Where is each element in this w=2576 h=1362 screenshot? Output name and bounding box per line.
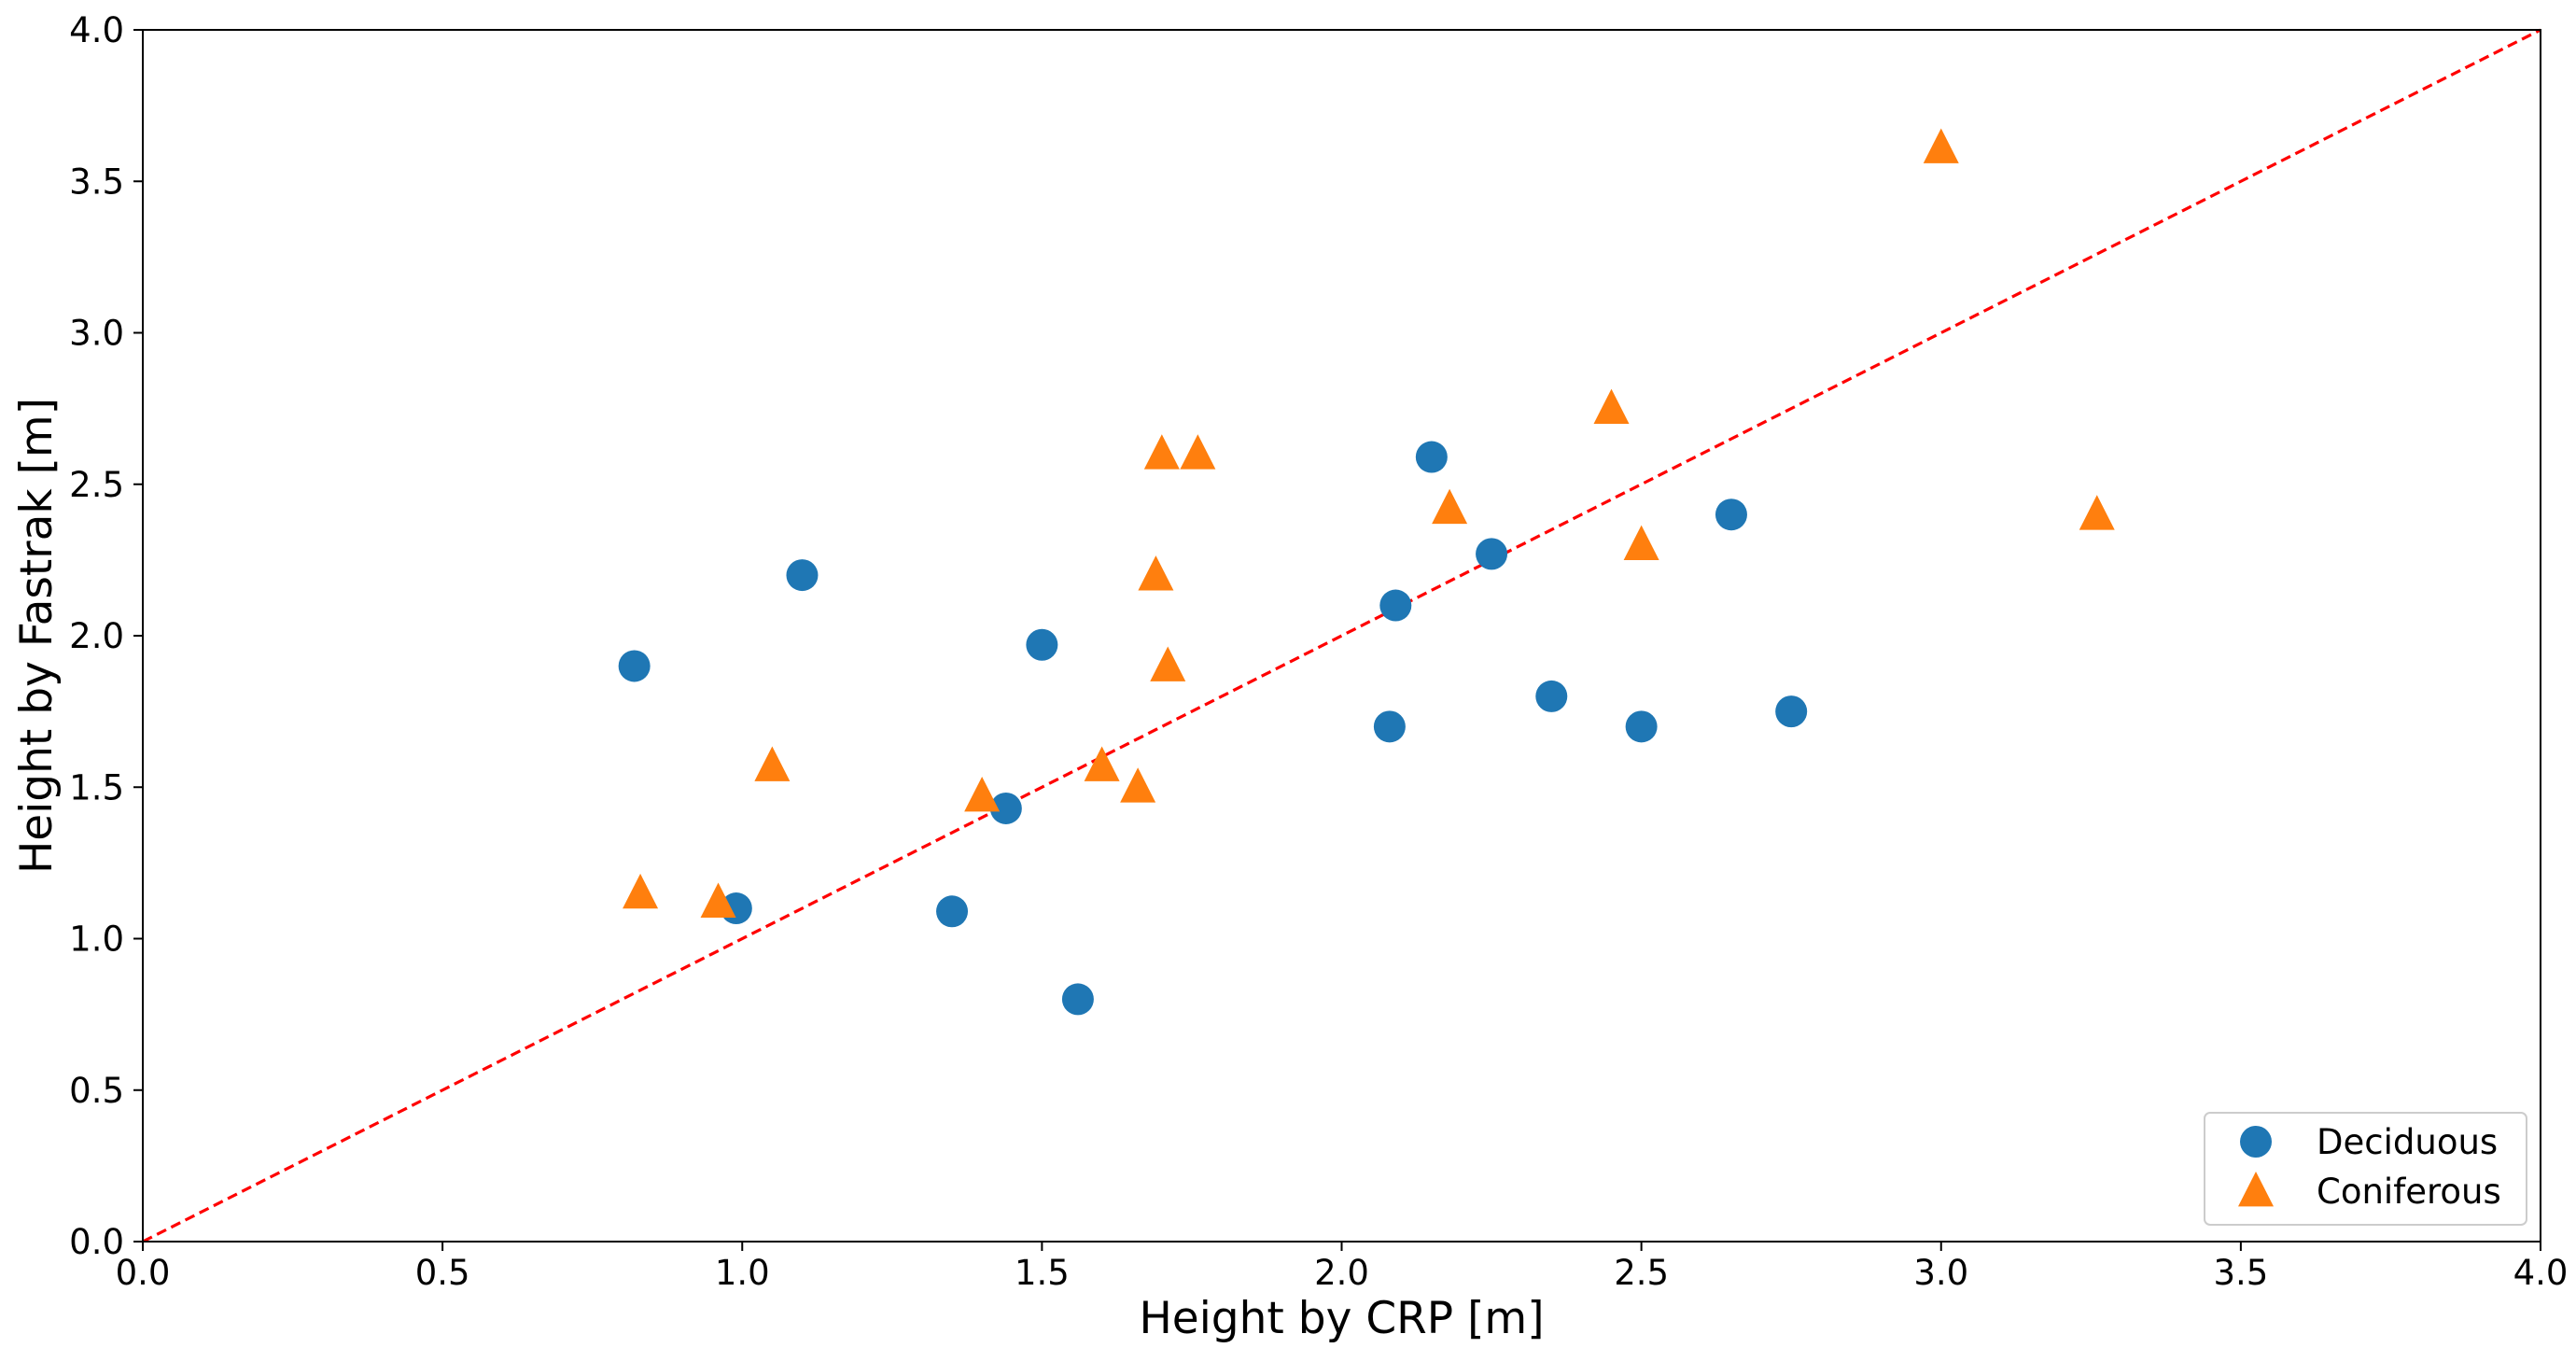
legend-marker-deciduous	[2240, 1126, 2272, 1158]
x-tick-label: 3.5	[2213, 1253, 2268, 1293]
coniferous-point	[754, 746, 791, 781]
deciduous-point	[1476, 538, 1508, 570]
x-tick-label: 0.5	[415, 1253, 470, 1293]
deciduous-point	[1061, 983, 1094, 1016]
coniferous-point	[1593, 388, 1630, 425]
coniferous-point	[1623, 525, 1659, 561]
y-tick-label: 0.5	[69, 1071, 124, 1111]
reference-line	[142, 28, 2541, 1243]
deciduous-point	[786, 559, 819, 592]
coniferous-point	[1138, 555, 1174, 591]
deciduous-point	[936, 895, 969, 928]
coniferous-point	[1084, 746, 1120, 781]
series-deciduous	[618, 441, 1808, 1016]
y-axis-label: Height by Fastrak [m]	[11, 398, 63, 874]
coniferous-point	[623, 873, 659, 909]
deciduous-point	[1379, 589, 1412, 622]
x-tick-label: 3.0	[1913, 1253, 1968, 1293]
deciduous-point	[618, 650, 651, 682]
coniferous-point	[964, 776, 1001, 812]
deciduous-point	[1026, 628, 1058, 661]
y-tick-label: 3.0	[69, 314, 124, 354]
y-tick-label: 4.0	[69, 10, 124, 50]
series-coniferous	[623, 128, 2115, 918]
deciduous-point	[1715, 498, 1747, 531]
legend-label-deciduous: Deciduous	[2317, 1122, 2498, 1162]
plot-area: 0.0 0.5 1.0 1.5 2.0 2.5 3.0 3.5 4.0 0.0 0.5 1.0 1.5 2…	[11, 10, 2568, 1344]
x-tick-label: 1.5	[1015, 1253, 1070, 1293]
coniferous-point	[1180, 434, 1216, 470]
coniferous-point	[1432, 488, 1468, 525]
x-tick-label: 1.0	[715, 1253, 770, 1293]
deciduous-point	[1775, 695, 1808, 728]
coniferous-point	[1120, 767, 1156, 803]
legend-marker-coniferous	[2238, 1172, 2274, 1207]
deciduous-point	[1415, 441, 1448, 473]
coniferous-point	[2079, 495, 2115, 530]
coniferous-point	[1143, 434, 1180, 470]
y-tick-label: 1.0	[69, 920, 124, 960]
x-tick-label: 2.0	[1314, 1253, 1369, 1293]
coniferous-point	[700, 882, 736, 918]
x-tick-label: 4.0	[2513, 1253, 2569, 1293]
y-tick-label: 2.5	[69, 465, 124, 505]
legend-label-coniferous: Coniferous	[2317, 1172, 2501, 1212]
legend: Deciduous Coniferous	[2204, 1112, 2527, 1226]
deciduous-point	[1625, 710, 1658, 743]
x-axis-label: Height by CRP [m]	[1139, 1293, 1544, 1344]
deciduous-point	[989, 792, 1022, 824]
deciduous-point	[1535, 680, 1568, 712]
y-tick-label: 2.0	[69, 616, 124, 656]
coniferous-point	[1150, 646, 1186, 681]
legend-box	[2204, 1112, 2527, 1226]
coniferous-point	[1923, 128, 1959, 163]
y-tick-label: 1.5	[69, 767, 124, 807]
y-tick-label: 0.0	[69, 1222, 124, 1262]
x-tick-label: 0.0	[116, 1253, 171, 1293]
deciduous-point	[1373, 710, 1406, 743]
x-tick-label: 2.5	[1614, 1253, 1669, 1293]
y-tick-label: 3.5	[69, 161, 124, 202]
